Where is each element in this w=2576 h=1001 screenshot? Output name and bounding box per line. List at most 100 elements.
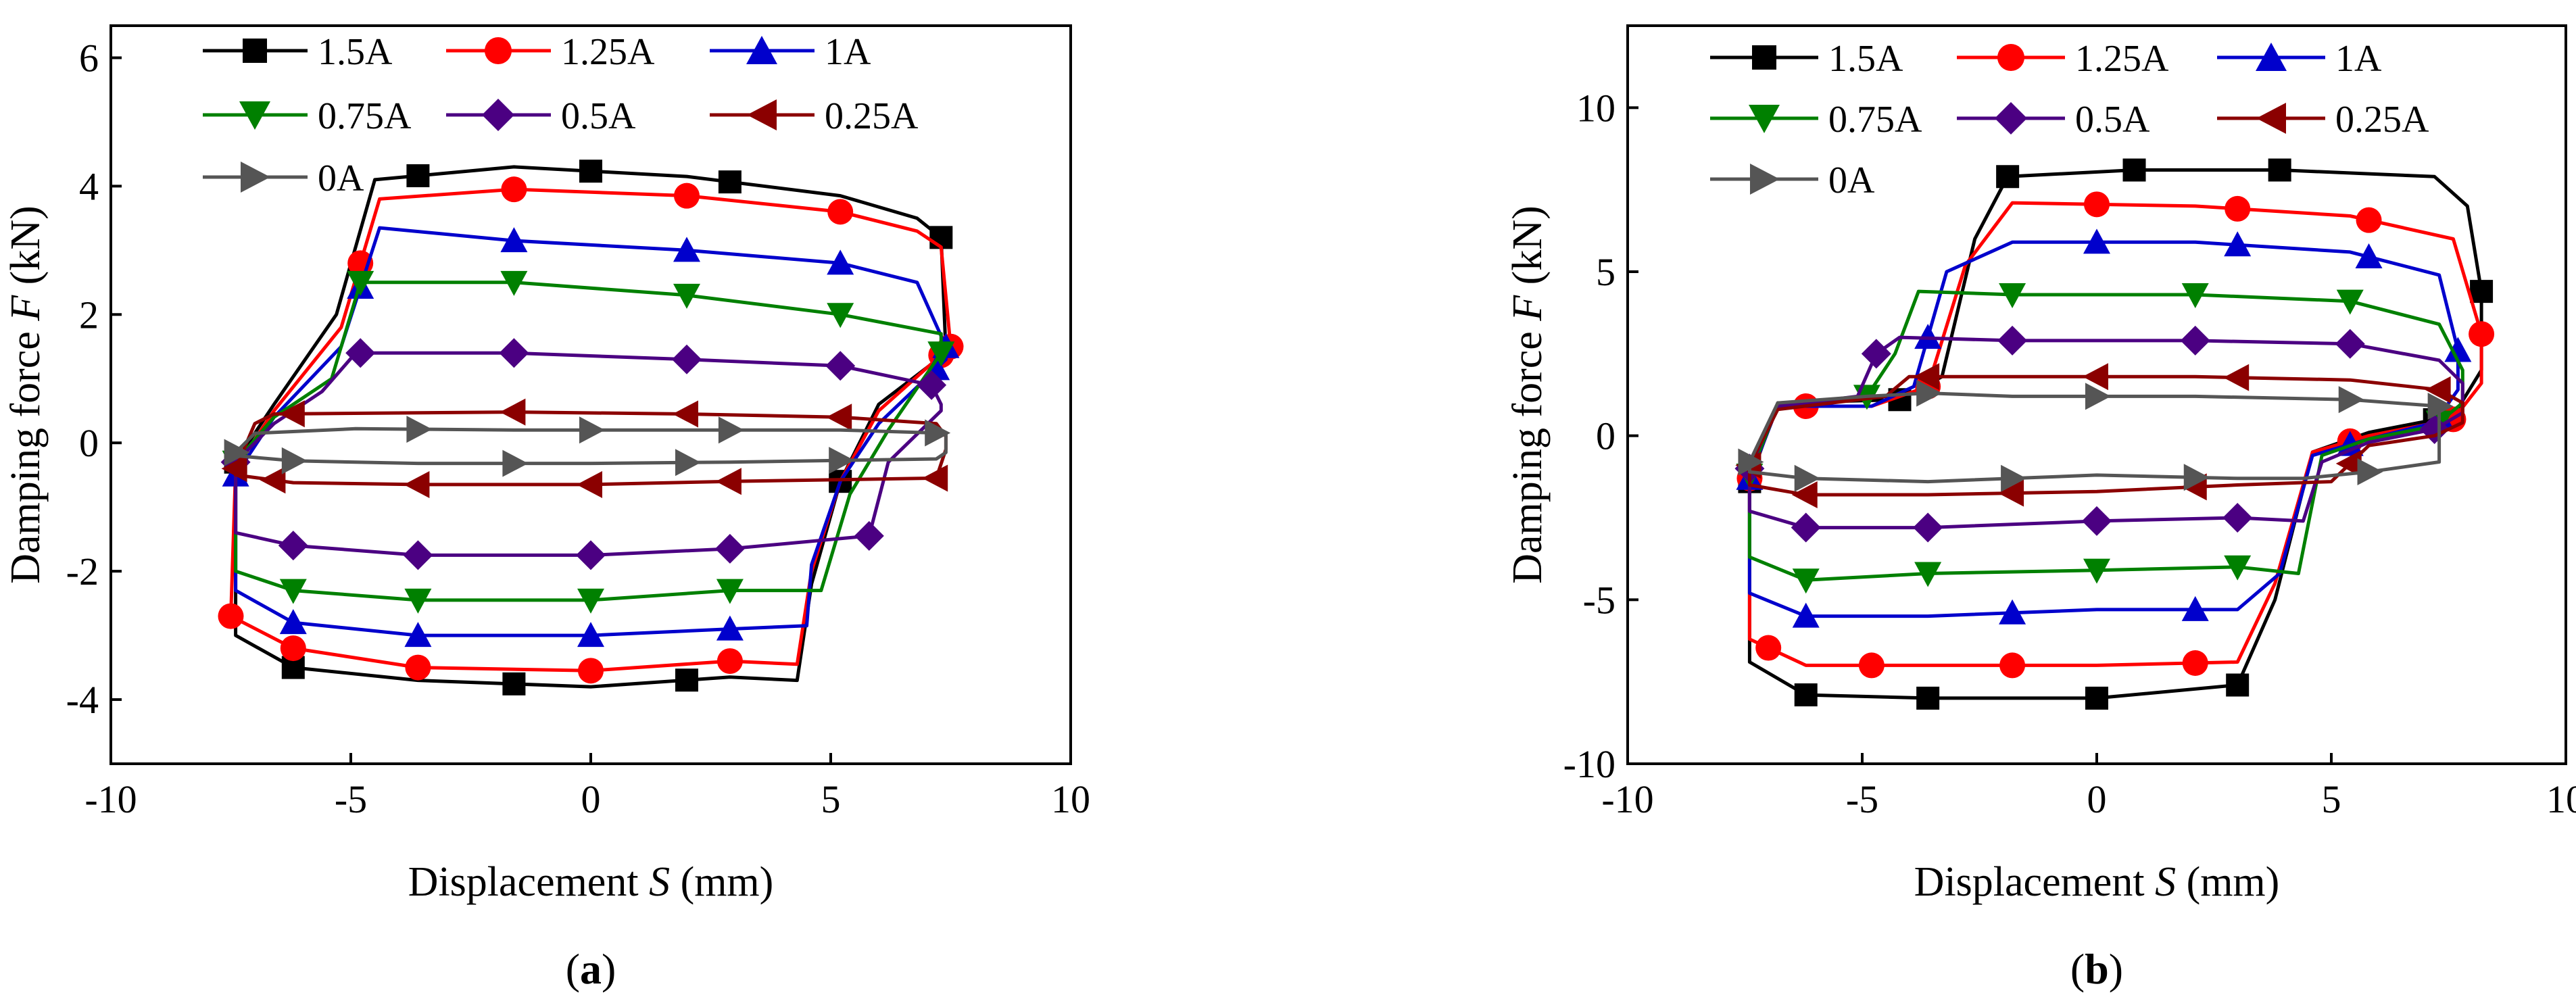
data-marker-0-25a bbox=[715, 468, 742, 495]
data-marker-0-5a bbox=[854, 520, 884, 551]
data-marker-1-25a bbox=[716, 648, 743, 675]
data-marker-1a bbox=[404, 622, 432, 648]
panel-a-y-axis-label: Damping force F (kN) bbox=[3, 205, 49, 584]
data-marker-1-5a bbox=[2122, 158, 2146, 182]
data-marker-0a bbox=[2001, 464, 2027, 492]
x-tick-label: 0 bbox=[581, 777, 601, 821]
data-marker-1a bbox=[2083, 228, 2110, 254]
panel-a-x-axis-label: Displacement S (mm) bbox=[408, 859, 774, 905]
legend-entry-1a: 1A bbox=[2217, 38, 2382, 80]
data-marker-0a bbox=[829, 447, 855, 474]
panel-b-axis-ticks: -10 -5 0 5 10 -10 -5 0 5 10 bbox=[1563, 86, 2576, 821]
legend-label: 1.5A bbox=[1828, 38, 1903, 80]
data-marker-1a bbox=[2355, 243, 2383, 269]
data-marker-1-5a bbox=[675, 668, 698, 692]
data-marker-0-5a bbox=[917, 370, 947, 400]
data-marker-1-5a bbox=[2268, 158, 2291, 182]
legend-entry-0-75a: 0.75A bbox=[203, 95, 412, 137]
x-tick-label: 5 bbox=[821, 777, 841, 821]
data-marker-0a bbox=[502, 449, 529, 477]
x-tick-label: -10 bbox=[1601, 777, 1653, 821]
data-marker-0-25a bbox=[2223, 364, 2250, 391]
data-marker-1-5a bbox=[1794, 683, 1818, 707]
legend-label: 0.5A bbox=[561, 95, 636, 137]
data-marker-1a bbox=[1792, 602, 1820, 628]
data-marker-0-25a bbox=[1791, 481, 1818, 509]
data-marker-0-25a bbox=[404, 470, 430, 498]
data-marker-0a bbox=[1916, 379, 1943, 407]
panel-a-series-0-5a bbox=[220, 338, 947, 570]
data-marker-1-25a bbox=[2356, 207, 2382, 233]
data-marker-1-25a bbox=[2182, 650, 2208, 677]
series-line-1-25a bbox=[229, 187, 952, 673]
x-tick-label: 0 bbox=[2087, 777, 2107, 821]
data-marker-1-25a bbox=[501, 176, 527, 203]
data-marker-0-5a bbox=[672, 344, 702, 374]
data-marker-0-75a bbox=[1792, 568, 1820, 594]
panel-a-series-0-25a bbox=[221, 398, 948, 498]
data-marker-1-5a bbox=[2226, 673, 2250, 697]
series-line-1-25a bbox=[1747, 201, 2483, 667]
data-marker-0a bbox=[2085, 383, 2111, 410]
x-tick-label: -10 bbox=[84, 777, 137, 821]
data-marker-0-75a bbox=[2181, 283, 2209, 308]
data-marker-0-75a bbox=[2336, 289, 2364, 315]
legend-entry-0a: 0A bbox=[203, 157, 364, 199]
y-tick-label: 0 bbox=[79, 421, 99, 465]
legend-label: 1A bbox=[2335, 38, 2382, 80]
data-marker-0a bbox=[224, 439, 250, 466]
data-marker-0-5a bbox=[1791, 512, 1821, 543]
panel-b-y-axis-label: Damping force F (kN) bbox=[1505, 205, 1551, 584]
legend-label: 1A bbox=[825, 31, 871, 73]
data-marker-1-25a bbox=[1755, 635, 1782, 661]
data-marker-0a bbox=[1738, 448, 1764, 476]
data-marker-0-25a bbox=[2083, 363, 2108, 391]
x-tick-label: -5 bbox=[1846, 777, 1878, 821]
legend-label: 1.5A bbox=[318, 31, 393, 73]
data-marker-0-25a bbox=[2425, 376, 2451, 404]
x-tick-label: -5 bbox=[335, 777, 367, 821]
data-marker-0-25a bbox=[577, 470, 602, 498]
legend-entry-0-5a: 0.5A bbox=[446, 95, 636, 137]
data-marker-1-5a bbox=[718, 170, 742, 194]
legend-entry-0-75a: 0.75A bbox=[1710, 99, 1922, 141]
legend-label: 0A bbox=[1828, 160, 1875, 201]
legend-label: 0.75A bbox=[318, 95, 412, 137]
legend-entry-1-5a: 1.5A bbox=[203, 31, 393, 73]
data-marker-0-5a bbox=[403, 540, 433, 570]
legend-label: 1.25A bbox=[2075, 38, 2169, 80]
data-marker-0-25a bbox=[500, 398, 526, 426]
y-tick-label: 4 bbox=[79, 164, 99, 208]
y-tick-label: -10 bbox=[1563, 742, 1615, 786]
data-marker-0-5a bbox=[1997, 325, 2028, 356]
panel-a-series-0-75a bbox=[222, 270, 955, 614]
data-marker-0-25a bbox=[673, 400, 698, 428]
data-marker-1a bbox=[2181, 595, 2209, 621]
data-marker-0-5a bbox=[2082, 506, 2112, 536]
data-marker-0-75a bbox=[827, 303, 854, 328]
x-tick-label: 10 bbox=[1051, 777, 1090, 821]
panel-a-caption: (a) bbox=[566, 945, 616, 993]
x-tick-label: 10 bbox=[2546, 777, 2576, 821]
data-marker-1-5a bbox=[2470, 280, 2494, 303]
data-marker-0-5a bbox=[278, 531, 308, 561]
data-marker-0-5a bbox=[1861, 339, 1891, 369]
data-marker-1-25a bbox=[2084, 191, 2110, 218]
data-marker-1-5a bbox=[502, 672, 526, 695]
data-marker-0-75a bbox=[1999, 283, 2026, 308]
legend-entry-0-25a: 0.25A bbox=[2217, 99, 2429, 141]
legend-entry-0-5a: 0.5A bbox=[1957, 99, 2150, 141]
data-marker-1a bbox=[827, 249, 854, 275]
data-marker-0-5a bbox=[714, 533, 745, 564]
data-marker-1-5a bbox=[579, 160, 602, 183]
data-marker-0-75a bbox=[500, 270, 528, 296]
panel-a-axis-ticks: -10 -5 0 5 10 -4 -2 0 2 4 6 bbox=[66, 36, 1090, 821]
data-marker-0-5a bbox=[2180, 325, 2210, 356]
data-marker-0-25a bbox=[221, 455, 247, 483]
data-marker-0-75a bbox=[347, 270, 374, 296]
y-tick-label: -5 bbox=[1583, 578, 1615, 622]
data-marker-0a bbox=[675, 449, 701, 477]
data-marker-1-25a bbox=[2469, 321, 2495, 347]
legend-entry-1-25a: 1.25A bbox=[446, 31, 655, 73]
data-marker-1-25a bbox=[578, 658, 604, 684]
